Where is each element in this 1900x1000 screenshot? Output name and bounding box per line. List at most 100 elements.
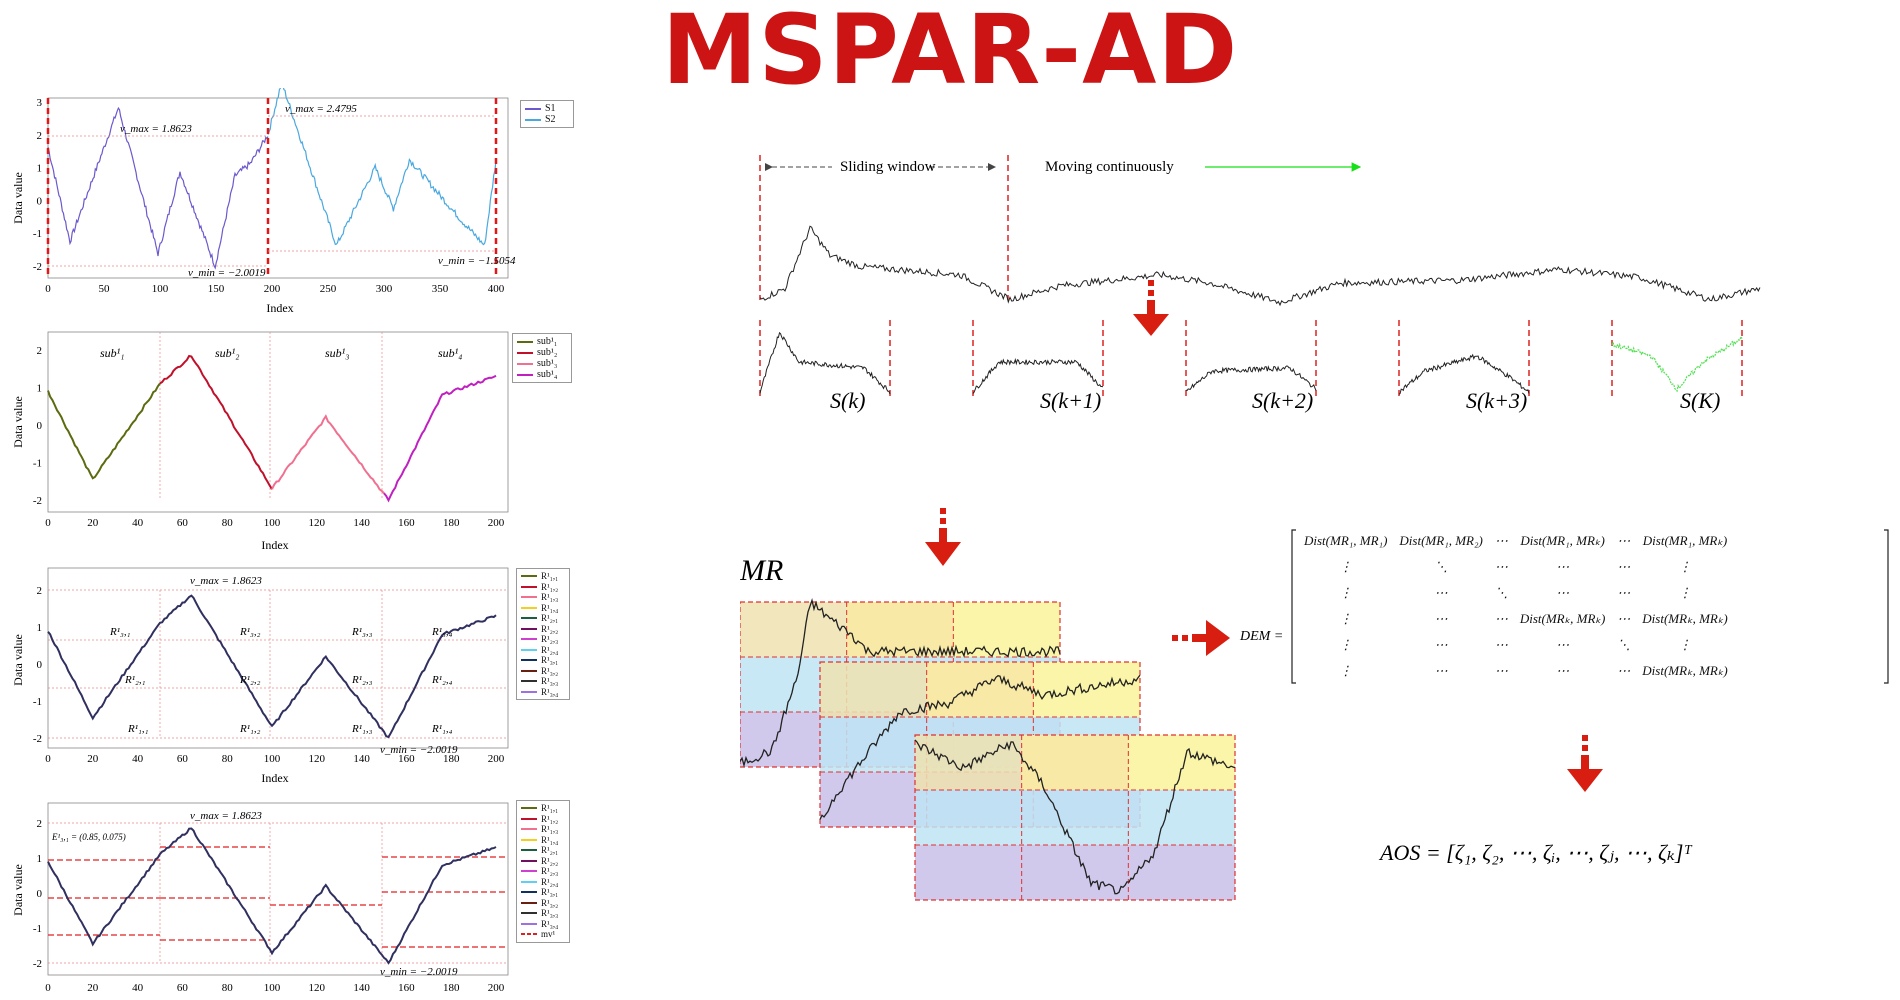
p1-vmax2: v_max = 2.4795 — [285, 103, 357, 115]
p2-sub1: sub¹₁ — [100, 346, 124, 360]
p2-xtick: 60 — [177, 517, 189, 529]
p2-sub4: sub¹₄ — [438, 346, 462, 360]
p3-vmax: v_max = 1.8623 — [190, 575, 262, 587]
p3-legend: R¹₁,₁ R¹₁,₂ R¹₁,₃ R¹₁,₄ R¹₂,₁ R¹₂,₂ R¹₂,… — [516, 568, 570, 700]
legend-sub2: sub¹₂ — [537, 347, 558, 358]
p2-xlabel: Index — [261, 538, 288, 552]
legend-r13: R¹₁,₃ — [541, 592, 559, 602]
dem-row: ⋮ ⋯ ⋯ ⋯ ⋯ Dist(MRₖ, MRₖ) — [1298, 658, 1734, 684]
p4-ytick: -1 — [33, 923, 42, 935]
dem-label: DEM = — [1239, 629, 1283, 644]
subseq-label-k3: S(k+3) — [1466, 388, 1527, 413]
dem-cell: ⋮ — [1339, 611, 1353, 626]
dem-cell: Dist(MR₁, MR₁) — [1304, 533, 1388, 548]
dem-cell: ⋯ — [1494, 559, 1508, 574]
p4-xtick: 200 — [488, 982, 505, 994]
legend4-r12: R¹₁,₂ — [541, 813, 559, 824]
p3-ytick: -2 — [33, 733, 42, 745]
subseq-label-k: S(k) — [830, 388, 865, 413]
p3-r31: R¹₃,₁ — [109, 626, 131, 638]
down-arrow-icon — [925, 508, 961, 566]
p3-r24: R¹₂,₄ — [431, 674, 453, 686]
p3-xtick: 160 — [398, 753, 415, 765]
series-r-line — [47, 594, 497, 739]
p3-r14: R¹₁,₄ — [431, 723, 453, 735]
p1-xtick: 250 — [320, 283, 337, 295]
p4-xtick: 0 — [45, 982, 51, 994]
subseq-label-k2: S(k+2) — [1252, 388, 1313, 413]
p1-xtick: 0 — [45, 283, 51, 295]
p4-vmin: v_min = −2.0019 — [380, 966, 458, 978]
p2-xtick: 160 — [398, 517, 415, 529]
p2-xtick: 200 — [488, 517, 505, 529]
legend-r34: R¹₃,₄ — [541, 686, 559, 697]
dem-cell: ⋮ — [1339, 663, 1353, 678]
p4-vmax: v_max = 1.8623 — [190, 810, 262, 822]
dem-row: ⋮ ⋱ ⋯ ⋯ ⋯ ⋮ — [1298, 554, 1734, 580]
legend4-r31: R¹₃,₁ — [541, 887, 559, 897]
mr-series-line — [740, 598, 1061, 768]
p3-xlabel: Index — [261, 771, 288, 785]
dem-cell: ⋮ — [1678, 637, 1692, 652]
dem-cell: ⋮ — [1678, 585, 1692, 600]
p4-xtick: 120 — [309, 982, 326, 994]
legend4-r34: R¹₃,₄ — [541, 918, 559, 929]
p3-ytick: 2 — [37, 585, 43, 597]
legend4-r23: R¹₂,₃ — [541, 866, 559, 876]
p3-r33: R¹₃,₃ — [351, 626, 373, 638]
p4-xtick: 60 — [177, 982, 189, 994]
legend4-r11: R¹₁,₁ — [541, 803, 559, 813]
p1-ylabel: Data value — [11, 172, 25, 224]
legend-r23: R¹₂,₃ — [541, 634, 559, 644]
dem-cell: ⋯ — [1617, 533, 1631, 548]
p4-annotation: E¹₃,₁ = (0.85, 0.075) — [51, 832, 126, 842]
dem-cell: ⋯ — [1556, 637, 1570, 652]
p3-xtick: 80 — [222, 753, 234, 765]
p3-xtick: 0 — [45, 753, 51, 765]
p3-xtick: 140 — [353, 753, 370, 765]
series-r4-line — [47, 827, 497, 965]
p3-ytick: 1 — [37, 622, 43, 634]
p1-xtick: 50 — [99, 283, 111, 295]
subsequence-line — [1398, 353, 1530, 395]
p1-ytick: 3 — [37, 97, 43, 109]
p4-xtick: 20 — [87, 982, 99, 994]
p1-xlabel: Index — [266, 301, 293, 315]
p3-r23: R¹₂,₃ — [351, 674, 373, 686]
p3-r12: R¹₁,₂ — [239, 723, 261, 735]
right-arrow-icon — [1172, 620, 1230, 656]
panel-2-chart: sub¹₁ sub¹₂ sub¹₃ sub¹₄ 2 1 0 -1 -2 0 20 40 60 8… — [11, 331, 509, 552]
p2-legend: sub¹₁ sub¹₂ sub¹₃ sub¹₄ — [512, 333, 572, 383]
series-sub3-line — [271, 414, 385, 494]
p1-xtick: 100 — [152, 283, 169, 295]
dem-matrix: Dist(MR₁, MR₁) Dist(MR₁, MR₂) ⋯ Dist(MR₁, M… — [1290, 528, 1890, 688]
p4-ytick: -2 — [33, 958, 42, 970]
legend4-r13: R¹₁,₃ — [541, 824, 559, 834]
dem-cell: Dist(MRₖ, MRₖ) — [1642, 611, 1728, 626]
p3-ytick: 0 — [37, 659, 43, 671]
legend-r22: R¹₂,₂ — [541, 623, 559, 634]
series-sub4-line — [383, 374, 497, 503]
dem-cell: ⋯ — [1434, 637, 1448, 652]
p2-xtick: 40 — [132, 517, 144, 529]
p2-xtick: 180 — [443, 517, 460, 529]
legend-s1: S1 — [545, 103, 556, 114]
dem-cell: ⋱ — [1494, 585, 1508, 600]
subsequence-line — [1611, 335, 1743, 393]
p1-ytick: 2 — [37, 130, 43, 142]
series-s1-line — [47, 106, 269, 270]
dem-cell: ⋱ — [1617, 637, 1631, 652]
p1-xtick: 400 — [488, 283, 505, 295]
mr-series-line — [819, 674, 1141, 820]
dem-row: ⋮ ⋯ ⋱ ⋯ ⋯ ⋮ — [1298, 580, 1734, 606]
dem-cell: ⋱ — [1434, 559, 1448, 574]
legend-r33: R¹₃,₃ — [541, 676, 559, 686]
main-title: MSPAR-AD — [661, 0, 1239, 106]
legend-sub3: sub¹₃ — [537, 358, 558, 369]
legend-sub4: sub¹₄ — [537, 369, 558, 380]
flow-diagram: Sliding window Moving continuously S(k) … — [740, 155, 1761, 901]
p2-sub3: sub¹₃ — [325, 346, 349, 360]
p2-ytick: -1 — [33, 458, 42, 470]
p3-xtick: 20 — [87, 753, 99, 765]
down-arrow-icon — [1133, 280, 1169, 336]
